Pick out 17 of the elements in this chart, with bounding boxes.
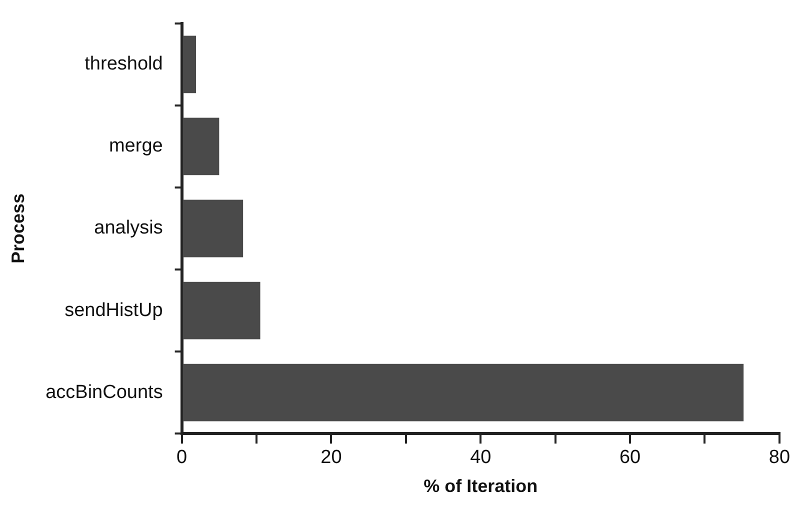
y-tick-label: accBinCounts [46,382,163,403]
x-axis-title: % of Iteration [424,476,538,496]
y-axis-title: Process [8,193,28,264]
y-tick-label: analysis [94,218,163,239]
y-tick-label: merge [108,136,163,157]
x-tick-label: 60 [619,447,641,468]
bar [182,200,244,258]
bar [182,364,744,422]
y-tick-label: threshold [84,54,163,75]
x-tick-label: 20 [320,447,342,468]
x-tick-label: 80 [768,447,790,468]
bar [182,36,196,94]
bar [182,118,220,176]
bar [182,282,260,340]
y-tick-label: sendHistUp [64,300,163,321]
x-tick-label: 40 [470,447,492,468]
x-tick-label: 0 [176,447,188,468]
